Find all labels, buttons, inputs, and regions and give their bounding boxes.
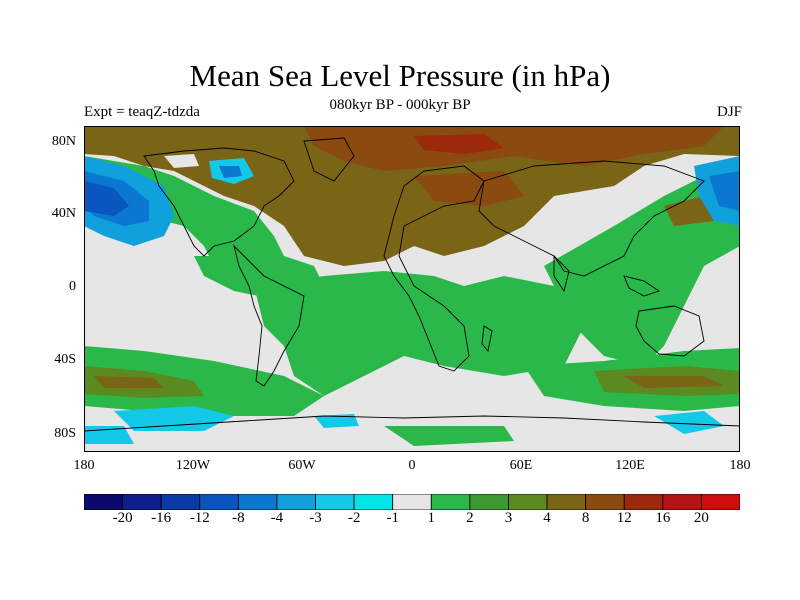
colorbar-swatch [84, 494, 123, 510]
colorbar-swatch [508, 494, 548, 510]
colorbar-swatch [662, 494, 702, 510]
colorbar-label: -2 [347, 510, 361, 526]
lat-tick-40s: 40S [54, 352, 76, 367]
chart-subtitle: 080kyr BP - 000kyr BP [329, 97, 471, 113]
chart-title: Mean Sea Level Pressure (in hPa) [189, 58, 611, 93]
colorbar-swatch [392, 494, 432, 510]
lon-tick-180w: 180 [73, 458, 95, 473]
colorbar-label: -16 [151, 510, 172, 526]
lon-tick-120w: 120W [175, 458, 211, 473]
colorbar [84, 494, 740, 510]
colorbar-swatch [122, 494, 162, 510]
lon-tick-0: 0 [408, 458, 416, 473]
colorbar-label: 16 [655, 510, 671, 526]
colorbar-label: 20 [693, 510, 709, 526]
colorbar-swatch [623, 494, 664, 510]
lat-tick-40n: 40N [51, 206, 76, 221]
positive-anomaly-north [84, 126, 740, 266]
colorbar-label: -12 [189, 510, 210, 526]
lon-tick-60w: 60W [288, 458, 316, 473]
lon-tick-120e: 120E [615, 458, 645, 473]
lat-tick-80s: 80S [54, 426, 76, 441]
colorbar-label: -4 [270, 510, 284, 526]
lon-tick-180e: 180 [729, 458, 751, 473]
colorbar-swatch [237, 494, 278, 510]
colorbar-swatch [469, 494, 509, 510]
colorbar-swatch [276, 494, 316, 510]
negative-anomaly-blue [84, 154, 740, 444]
colorbar-swatch [160, 494, 201, 510]
lat-tick-80n: 80N [51, 134, 76, 149]
colorbar-swatch [315, 494, 355, 510]
colorbar-swatch [585, 494, 625, 510]
colorbar-label: 3 [504, 510, 513, 526]
southern-ocean-band [84, 196, 740, 398]
colorbar-swatch [199, 494, 239, 510]
colorbar-swatch [546, 494, 587, 510]
colorbar-swatch [701, 494, 740, 510]
colorbar-label: 12 [616, 510, 632, 526]
lon-tick-60e: 60E [509, 458, 533, 473]
colorbar-label: 8 [581, 510, 590, 526]
colorbar-label: 1 [427, 510, 436, 526]
colorbar-swatch [430, 494, 471, 510]
colorbar-label: 4 [543, 510, 551, 526]
colorbar-label: 2 [466, 510, 474, 526]
colorbar-swatch [353, 494, 394, 510]
colorbar-label: -8 [232, 510, 245, 526]
colorbar-label: -3 [309, 510, 322, 526]
pressure-map [84, 126, 740, 452]
season-label: DJF [716, 104, 742, 120]
lat-tick-0: 0 [69, 279, 76, 294]
map-frame [84, 126, 740, 452]
coastlines [84, 137, 740, 432]
colorbar-label: -20 [112, 510, 133, 526]
experiment-label: Expt = teaqZ-tdzda [84, 104, 200, 120]
colorbar-label: -1 [386, 510, 399, 526]
